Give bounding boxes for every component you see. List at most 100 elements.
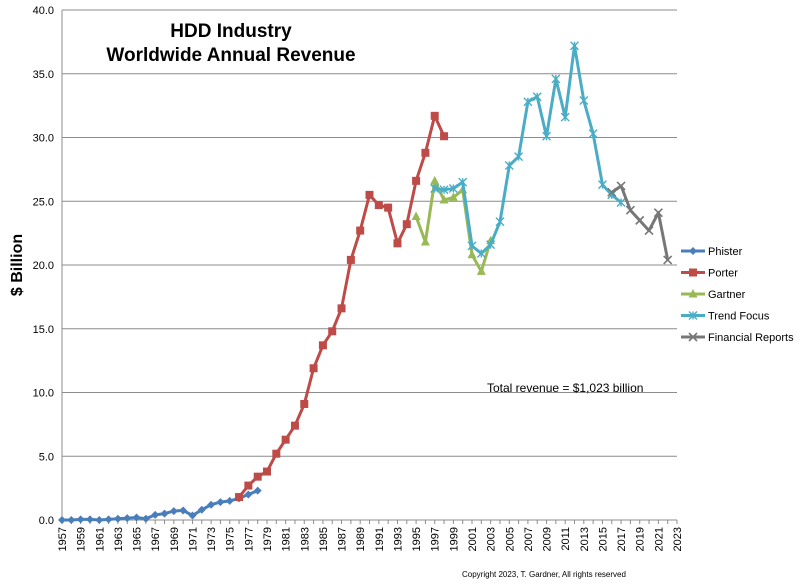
x-tick-label: 1979 xyxy=(262,527,274,551)
data-point xyxy=(588,129,598,139)
legend-item: Phister xyxy=(681,246,743,258)
data-point xyxy=(225,496,234,505)
data-point xyxy=(439,194,449,204)
data-point xyxy=(532,92,542,102)
data-point xyxy=(85,515,94,524)
data-point xyxy=(653,208,663,218)
data-point xyxy=(197,505,206,514)
data-point xyxy=(439,185,449,195)
x-tick-label: 2005 xyxy=(504,527,516,551)
data-point xyxy=(467,241,477,251)
data-point xyxy=(281,435,290,444)
x-tick-label: 1975 xyxy=(225,527,237,551)
legend-item: Gartner xyxy=(681,289,746,301)
data-point xyxy=(384,203,393,212)
x-tick-label: 1959 xyxy=(76,527,88,551)
data-point xyxy=(169,507,178,516)
data-point xyxy=(542,131,552,141)
series-trend-focus xyxy=(430,41,626,259)
data-point xyxy=(328,327,337,336)
y-axis-label: $ Billion xyxy=(9,234,26,296)
legend-marker xyxy=(688,311,698,320)
axes xyxy=(61,10,678,524)
data-point xyxy=(504,161,514,171)
x-tick-label: 1985 xyxy=(318,527,330,551)
x-tick-label: 2013 xyxy=(579,527,591,551)
y-tick-label: 0.0 xyxy=(39,515,54,527)
x-tick-label: 2007 xyxy=(523,527,535,551)
series-line xyxy=(610,184,670,261)
data-point xyxy=(440,132,449,141)
legend: Phister Porter Gartner Trend Focus Financial… xyxy=(681,246,794,344)
x-tick-label: 1971 xyxy=(187,527,199,551)
data-point xyxy=(356,226,365,235)
data-point xyxy=(430,175,440,185)
x-tick-label: 2015 xyxy=(597,527,609,551)
data-point xyxy=(272,449,281,458)
x-tick-label: 1989 xyxy=(355,527,367,551)
data-point xyxy=(263,467,271,476)
data-point xyxy=(411,211,421,221)
x-tick-label: 1973 xyxy=(206,527,218,551)
x-tick-label: 1965 xyxy=(132,527,144,551)
x-tick-label: 2011 xyxy=(560,527,572,551)
data-point xyxy=(523,97,533,107)
legend-item: Trend Focus xyxy=(681,311,770,323)
x-tick-label: 1999 xyxy=(448,527,460,551)
x-tick-label: 2001 xyxy=(467,527,479,551)
data-point xyxy=(616,198,626,208)
data-point xyxy=(514,152,524,162)
x-tick-label: 2009 xyxy=(542,527,554,551)
x-tick-label: 1977 xyxy=(243,527,255,551)
series-line xyxy=(62,489,259,522)
data-point xyxy=(216,498,225,507)
data-point xyxy=(430,111,439,120)
legend-marker xyxy=(688,289,698,298)
x-tick-label: 1961 xyxy=(94,527,106,551)
data-point xyxy=(421,148,430,157)
data-point xyxy=(644,226,654,236)
data-point xyxy=(430,184,440,193)
data-point xyxy=(560,112,570,122)
x-tick-label: 2003 xyxy=(486,527,498,551)
data-point xyxy=(253,472,262,481)
data-point xyxy=(374,201,383,210)
data-point xyxy=(337,304,346,313)
data-point xyxy=(476,249,486,259)
x-tick-label: 2017 xyxy=(616,527,628,551)
data-point xyxy=(570,41,579,51)
legend-marker xyxy=(688,332,698,342)
y-tick-label: 5.0 xyxy=(39,451,54,463)
data-point xyxy=(244,490,253,499)
x-tick-label: 1957 xyxy=(57,527,69,551)
data-point xyxy=(141,514,150,523)
data-point xyxy=(113,514,122,523)
data-point xyxy=(393,239,402,248)
legend-marker xyxy=(689,268,697,277)
data-point xyxy=(616,181,626,191)
x-tick-label: 2019 xyxy=(635,527,647,551)
data-point xyxy=(495,217,505,227)
legend-item: Porter xyxy=(681,268,738,280)
data-point xyxy=(123,514,132,523)
data-point xyxy=(179,506,188,515)
data-point xyxy=(132,513,141,522)
series-porter xyxy=(235,111,449,502)
data-point xyxy=(95,516,104,524)
legend-label: Gartner xyxy=(708,289,746,301)
chart-title-line-1: HDD Industry xyxy=(170,21,292,42)
x-tick-label: 1963 xyxy=(113,527,125,551)
data-point xyxy=(290,421,299,430)
legend-label: Trend Focus xyxy=(708,311,770,323)
data-point xyxy=(448,192,458,201)
x-tick-label: 1991 xyxy=(374,527,386,551)
chart-title: HDD Industry Worldwide Annual Revenue xyxy=(106,21,355,66)
x-tick-label: 1967 xyxy=(150,527,162,551)
legend-item: Financial Reports xyxy=(681,332,794,344)
data-point xyxy=(402,220,411,229)
x-tick-label: 1997 xyxy=(430,527,442,551)
y-tick-label: 10.0 xyxy=(33,388,54,400)
data-point xyxy=(458,177,468,187)
y-tick-label: 40.0 xyxy=(33,5,54,17)
y-tick-label: 25.0 xyxy=(33,196,54,208)
